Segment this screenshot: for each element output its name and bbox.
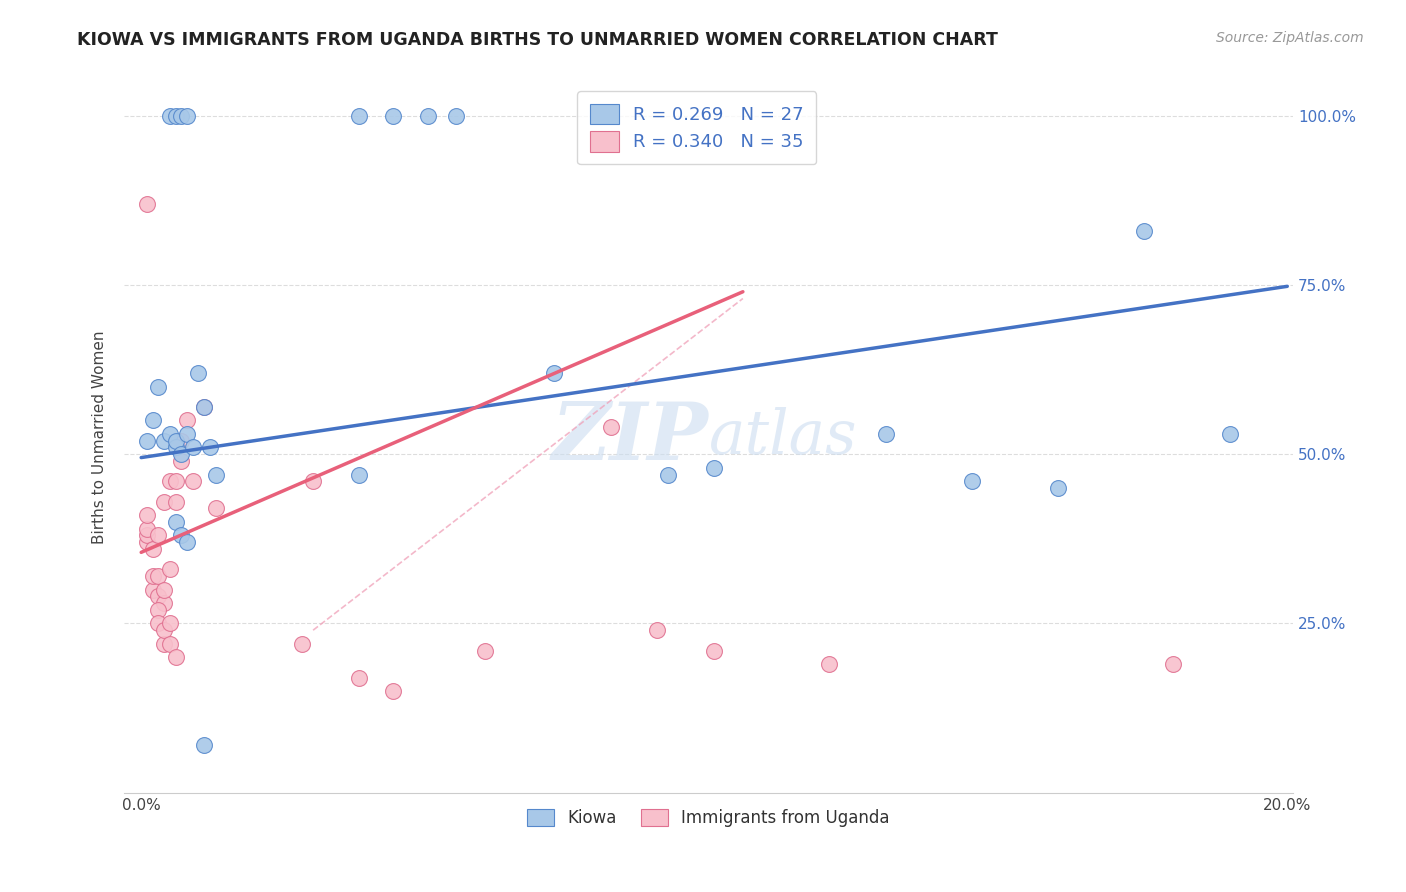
Point <box>600 420 623 434</box>
Point <box>135 508 157 522</box>
Point <box>153 434 176 448</box>
Point <box>416 109 439 123</box>
Text: Source: ZipAtlas.com: Source: ZipAtlas.com <box>1216 31 1364 45</box>
Point <box>543 366 565 380</box>
Point <box>446 109 468 123</box>
Point <box>165 515 187 529</box>
Point <box>703 460 725 475</box>
Point <box>176 109 198 123</box>
Point <box>960 475 983 489</box>
Point <box>148 528 170 542</box>
Point <box>382 109 405 123</box>
Point <box>347 467 370 482</box>
Point <box>148 569 170 583</box>
Point <box>159 562 181 576</box>
Point <box>198 441 221 455</box>
Point <box>875 426 897 441</box>
Point <box>165 441 187 455</box>
Point <box>645 623 668 637</box>
Point <box>170 447 193 461</box>
Point <box>657 467 679 482</box>
Point <box>204 501 226 516</box>
Point <box>142 541 165 556</box>
Point <box>165 434 187 448</box>
Point <box>170 528 193 542</box>
Point <box>170 109 193 123</box>
Point <box>153 637 176 651</box>
Point <box>474 643 496 657</box>
Point <box>135 522 157 536</box>
Point <box>291 637 314 651</box>
Point <box>302 475 325 489</box>
Point <box>187 366 209 380</box>
Point <box>142 569 165 583</box>
Point <box>135 528 157 542</box>
Point <box>165 650 187 665</box>
Point <box>347 671 370 685</box>
Point <box>142 413 165 427</box>
Point <box>165 475 187 489</box>
Legend: Kiowa, Immigrants from Uganda: Kiowa, Immigrants from Uganda <box>520 803 897 834</box>
Point <box>165 109 187 123</box>
Point <box>181 441 204 455</box>
Point <box>159 109 181 123</box>
Text: ZIP: ZIP <box>551 399 709 476</box>
Point <box>165 494 187 508</box>
Point <box>817 657 839 671</box>
Point <box>176 426 198 441</box>
Point <box>176 535 198 549</box>
Point <box>1047 481 1070 495</box>
Point <box>159 637 181 651</box>
Point <box>1161 657 1184 671</box>
Point <box>142 582 165 597</box>
Point <box>148 603 170 617</box>
Point <box>153 582 176 597</box>
Y-axis label: Births to Unmarried Women: Births to Unmarried Women <box>93 331 107 544</box>
Point <box>135 535 157 549</box>
Point <box>159 475 181 489</box>
Point <box>193 400 215 414</box>
Point <box>148 379 170 393</box>
Point <box>159 426 181 441</box>
Point <box>170 454 193 468</box>
Point <box>153 596 176 610</box>
Point <box>159 616 181 631</box>
Point <box>176 413 198 427</box>
Point <box>181 475 204 489</box>
Point <box>135 434 157 448</box>
Point <box>382 684 405 698</box>
Point <box>1219 426 1241 441</box>
Point <box>148 590 170 604</box>
Point <box>193 739 215 753</box>
Point <box>193 400 215 414</box>
Point <box>1133 224 1156 238</box>
Text: KIOWA VS IMMIGRANTS FROM UGANDA BIRTHS TO UNMARRIED WOMEN CORRELATION CHART: KIOWA VS IMMIGRANTS FROM UGANDA BIRTHS T… <box>77 31 998 49</box>
Text: atlas: atlas <box>709 408 858 467</box>
Point <box>135 196 157 211</box>
Point <box>347 109 370 123</box>
Point <box>153 623 176 637</box>
Point <box>170 434 193 448</box>
Point <box>153 494 176 508</box>
Point <box>148 616 170 631</box>
Point <box>204 467 226 482</box>
Point <box>703 643 725 657</box>
